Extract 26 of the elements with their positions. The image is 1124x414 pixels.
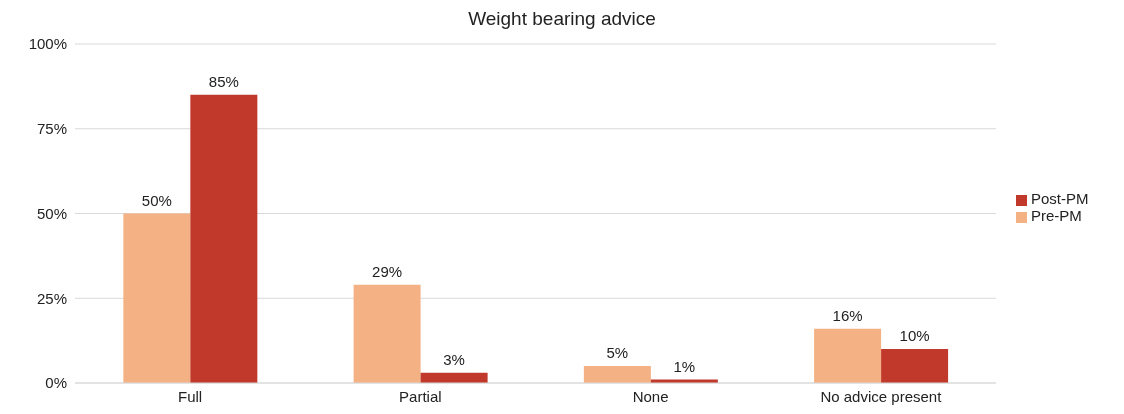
x-tick-label: Full: [178, 387, 203, 405]
bar: [190, 94, 258, 383]
y-tick-label: 100%: [28, 35, 67, 53]
data-label: 16%: [832, 306, 863, 324]
data-label: 29%: [372, 262, 403, 280]
data-label: 85%: [208, 72, 239, 90]
y-tick-label: 75%: [36, 120, 67, 138]
data-label: 50%: [141, 191, 172, 209]
bar: [583, 366, 651, 383]
data-label: 5%: [606, 344, 629, 362]
x-tick-label: Partial: [399, 387, 442, 405]
chart-title: Weight bearing advice: [467, 8, 657, 30]
y-tick-label: 50%: [36, 204, 67, 222]
data-label: 10%: [899, 327, 930, 345]
bar: [123, 213, 191, 383]
legend-label: Post-PM: [1031, 190, 1089, 207]
bar: [353, 284, 421, 383]
data-label: 1%: [673, 357, 696, 375]
x-tick-label: No advice present: [820, 387, 943, 405]
y-tick-label: 0%: [45, 374, 67, 392]
legend-label: Pre-PM: [1031, 207, 1082, 224]
bar: [814, 328, 882, 383]
data-label: 3%: [443, 350, 465, 368]
x-tick-label: None: [632, 387, 669, 405]
bar: [881, 349, 949, 383]
y-tick-label: 25%: [36, 289, 67, 307]
